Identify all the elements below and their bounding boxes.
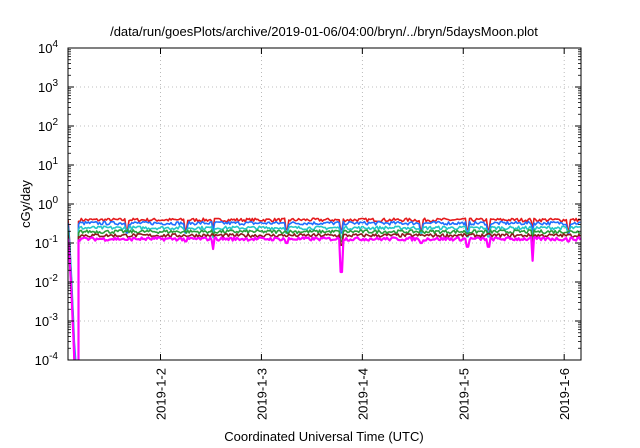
chart-title: /data/run/goesPlots/archive/2019-01-06/0… — [110, 24, 538, 39]
x-tick-label: 2019-1-3 — [254, 368, 269, 420]
series-line — [68, 232, 581, 360]
y-tick-label: 10-1 — [35, 234, 59, 251]
y-tick-label: 10-3 — [35, 312, 59, 329]
tick-group: 10-4 10-3 10-2 10-1 100 101 102 103 104 2019-1-2 2… — [35, 39, 581, 420]
y-tick-label: 10-2 — [35, 273, 59, 290]
x-tick-label: 2019-1-4 — [355, 368, 370, 420]
series-line — [68, 236, 581, 360]
y-tick-label: 103 — [38, 78, 58, 95]
x-tick-label: 2019-1-6 — [557, 368, 572, 420]
y-tick-label: 102 — [38, 117, 58, 134]
y-tick-label: 104 — [38, 39, 58, 56]
y-tick-label: 100 — [38, 195, 58, 212]
series-group — [68, 217, 581, 360]
series-line — [68, 217, 581, 360]
x-axis-label: Coordinated Universal Time (UTC) — [224, 429, 423, 444]
y-tick-label: 10-4 — [35, 351, 59, 368]
series-line — [68, 229, 581, 360]
x-tick-label: 2019-1-2 — [154, 368, 169, 420]
x-tick-label: 2019-1-5 — [456, 368, 471, 420]
series-line — [68, 220, 581, 360]
grid — [68, 48, 581, 360]
y-tick-label: 101 — [38, 156, 58, 173]
y-axis-label: cGy/day — [18, 180, 33, 228]
series-line — [68, 225, 581, 360]
